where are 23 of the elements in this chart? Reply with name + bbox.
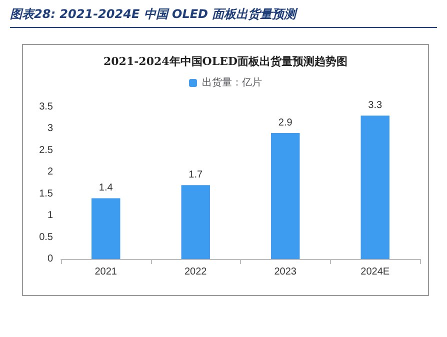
data-label: 1.7 [188, 170, 204, 181]
x-tick-label: 2021 [94, 266, 118, 278]
y-tick-label: 2 [47, 166, 54, 178]
bar [92, 198, 120, 259]
chart-subtitle: 2021-2024年中国OLED面板出货量预测趋势图 [103, 55, 348, 68]
y-tick-label: 0 [47, 254, 54, 264]
y-tick-label: 0.5 [39, 232, 54, 243]
y-tick-label: 1.5 [39, 188, 54, 200]
x-tick-label: 2022 [184, 266, 208, 278]
legend-label: 出货量：亿片 [202, 76, 262, 88]
bar [360, 116, 390, 259]
y-tick-label: 2.5 [39, 144, 54, 156]
bar [271, 133, 300, 259]
y-tick-label: 1 [47, 210, 54, 222]
x-tick-label: 2024E [360, 266, 390, 278]
y-tick-label: 3 [47, 123, 54, 134]
data-label: 1.4 [98, 182, 114, 194]
chart-title: 图表28: 2021-2024E 中国 OLED 面板出货量预测 [10, 6, 437, 28]
y-tick-label: 3.5 [39, 102, 54, 112]
data-label: 3.3 [368, 100, 383, 112]
data-label: 2.9 [278, 118, 293, 129]
x-tick-label: 2023 [274, 266, 297, 278]
bar [181, 185, 210, 259]
